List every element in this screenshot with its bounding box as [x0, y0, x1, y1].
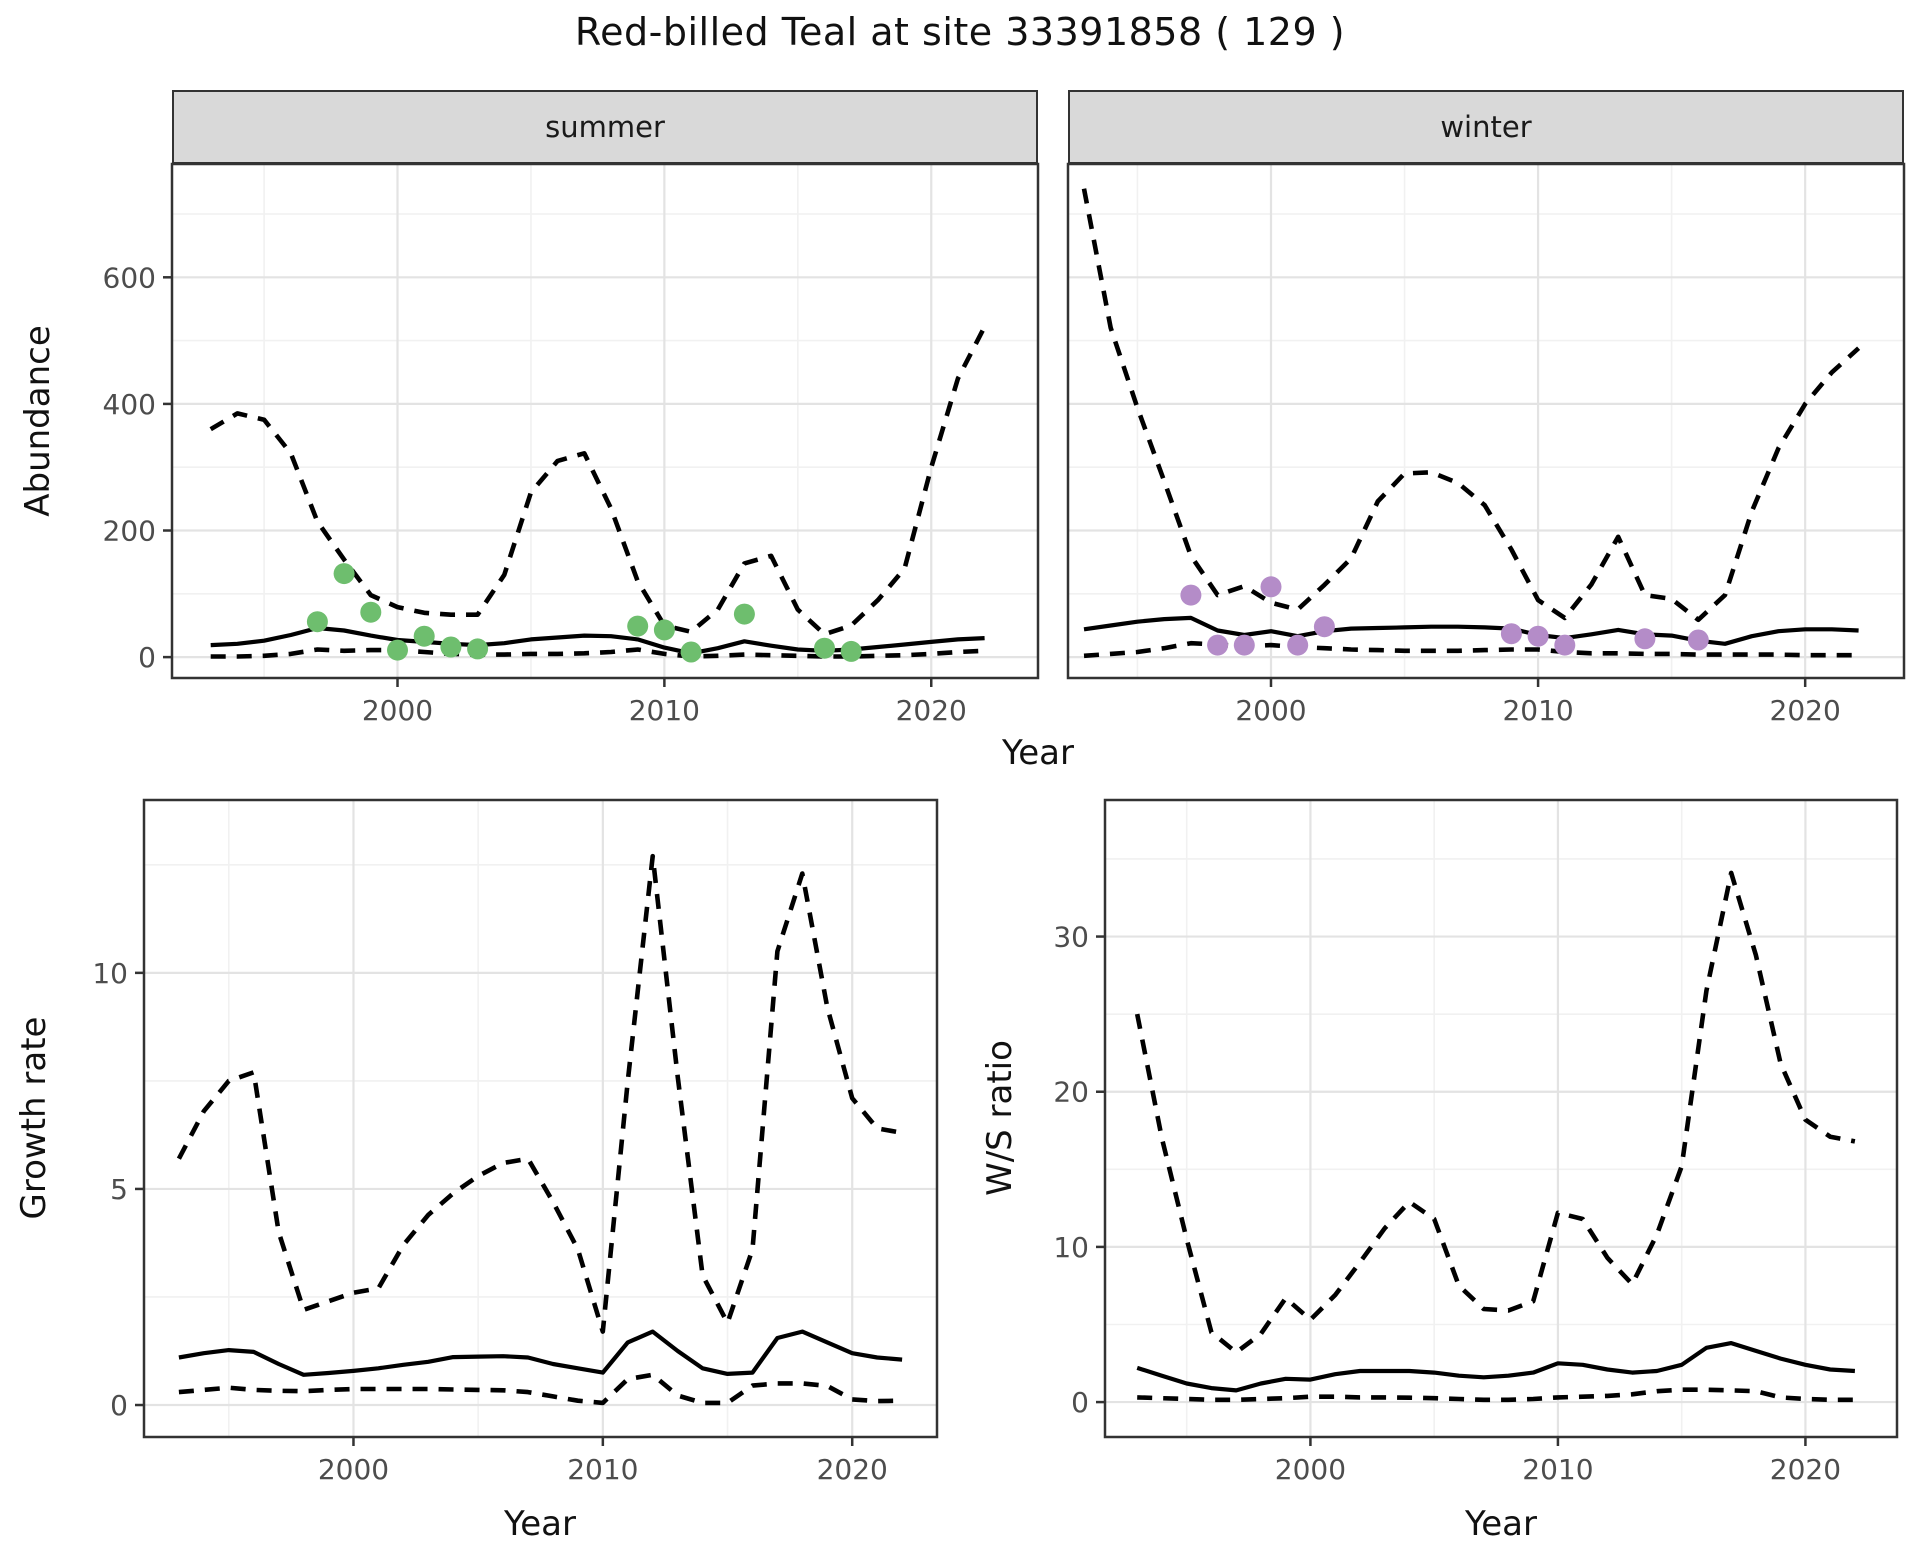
- data-point-summer-observations: [814, 637, 835, 659]
- y-tick-label: 200: [103, 515, 156, 548]
- data-point-summer-observations: [387, 639, 408, 661]
- data-point-winter-observations: [1554, 634, 1576, 656]
- panel-border: [142, 798, 939, 1439]
- data-point-winter-observations: [1207, 634, 1229, 656]
- x-tick-label: 2010: [1502, 694, 1573, 727]
- panel-background: [1105, 800, 1897, 1437]
- y-tick-label: 10: [92, 957, 128, 990]
- x-tick-label: 2020: [817, 1453, 888, 1486]
- data-point-winter-observations: [1260, 576, 1282, 598]
- data-point-summer-observations: [333, 563, 355, 585]
- x-axis-title-year-bottom-left: Year: [504, 1504, 576, 1544]
- series-median: [178, 1329, 903, 1377]
- series-lower_quantile: [178, 1372, 903, 1406]
- data-point-winter-observations: [1687, 629, 1709, 651]
- data-point-summer-observations: [653, 619, 675, 641]
- y-tick-label: 30: [1053, 921, 1089, 954]
- data-point-winter-observations: [1313, 616, 1335, 638]
- panel-background: [1068, 164, 1904, 678]
- x-tick-label: 2020: [1770, 694, 1841, 727]
- data-point-winter-observations: [1180, 584, 1202, 606]
- y-tick-label: 600: [103, 261, 156, 294]
- data-point-summer-observations: [440, 636, 462, 658]
- x-tick-label: 2010: [567, 1453, 638, 1486]
- data-point-summer-observations: [733, 603, 755, 625]
- x-tick-label: 2000: [318, 1453, 389, 1486]
- y-tick-label: 0: [138, 641, 156, 674]
- y-tick-label: 0: [1071, 1386, 1089, 1419]
- data-point-winter-observations: [1500, 623, 1522, 645]
- data-point-winter-observations: [1233, 634, 1255, 656]
- x-tick-label: 2020: [896, 694, 967, 727]
- y-tick-label: 20: [1053, 1076, 1089, 1109]
- x-axis-title-year-bottom-right: Year: [1465, 1504, 1537, 1544]
- data-point-summer-observations: [467, 638, 489, 660]
- facet-strip-summer: summer: [172, 90, 1038, 164]
- series-upper_quantile: [1081, 188, 1861, 623]
- data-point-summer-observations: [680, 641, 702, 663]
- panel-growth: 2000 2010 2020 0 5 10: [92, 798, 939, 1486]
- facet-strip-summer-label: summer: [545, 110, 665, 144]
- y-tick-label: 0: [110, 1389, 128, 1422]
- x-tick-label: 2000: [1235, 694, 1306, 727]
- y-tick-label: 10: [1053, 1231, 1089, 1264]
- data-point-winter-observations: [1527, 625, 1549, 647]
- panel-summer: 2000 2010 2020 0 200 400 600: [103, 162, 1040, 727]
- data-point-summer-observations: [306, 611, 328, 633]
- page-title: Red-billed Teal at site 33391858 ( 129 ): [574, 10, 1346, 54]
- series-median: [1083, 615, 1859, 646]
- x-tick-label: 2000: [1275, 1453, 1346, 1486]
- panel-border: [170, 162, 1040, 680]
- panel-ws: 2000 2010 2020 0 10 20 30: [1053, 798, 1899, 1486]
- series-median: [1136, 1341, 1856, 1393]
- x-tick-label: 2010: [629, 694, 700, 727]
- panel-border: [1103, 798, 1899, 1439]
- x-tick-label: 2020: [1770, 1453, 1841, 1486]
- panel-border: [1066, 162, 1906, 680]
- series-upper_quantile: [176, 853, 903, 1334]
- panel-winter: 2000 2010 2020: [1066, 162, 1906, 727]
- x-tick-label: 2000: [362, 694, 433, 727]
- series-lower_quantile: [1137, 1387, 1855, 1403]
- data-point-winter-observations: [1287, 634, 1309, 656]
- data-point-summer-observations: [360, 601, 382, 623]
- series-upper_quantile: [1134, 870, 1856, 1355]
- data-point-summer-observations: [627, 615, 649, 637]
- facet-strip-winter-label: winter: [1440, 110, 1532, 144]
- facet-strip-winter: winter: [1068, 90, 1904, 164]
- data-point-summer-observations: [840, 640, 862, 662]
- y-tick-label: 5: [110, 1173, 128, 1206]
- data-point-summer-observations: [413, 625, 435, 647]
- x-axis-title-year-top: Year: [1002, 733, 1074, 773]
- series-upper_quantile: [209, 325, 987, 637]
- x-tick-label: 2010: [1522, 1453, 1593, 1486]
- panel-background: [172, 164, 1038, 678]
- y-tick-label: 400: [103, 388, 156, 421]
- data-point-winter-observations: [1634, 628, 1656, 650]
